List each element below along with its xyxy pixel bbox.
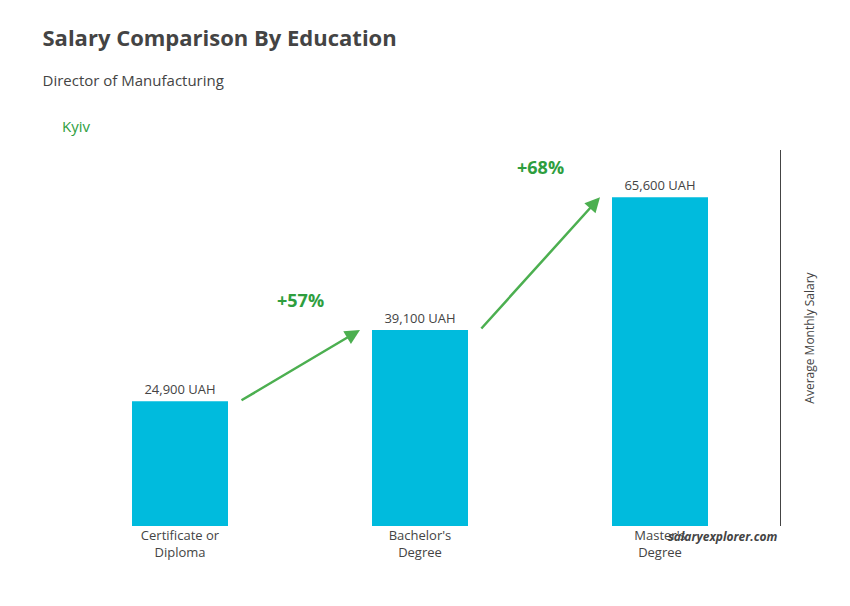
svg-text:+68%: +68% [517, 155, 564, 179]
svg-text:24,900 UAH: 24,900 UAH [144, 380, 215, 398]
svg-text:salaryexplorer.com: salaryexplorer.com [668, 528, 778, 545]
svg-text:Master'sDegree: Master'sDegree [634, 526, 685, 561]
svg-text:Certificate orDiploma: Certificate orDiploma [141, 526, 220, 561]
svg-text:+57%: +57% [277, 288, 324, 312]
svg-text:Kyiv: Kyiv [62, 116, 90, 136]
svg-text:Director of Manufacturing: Director of Manufacturing [43, 70, 224, 90]
svg-text:39,100 UAH: 39,100 UAH [384, 309, 455, 327]
svg-text:Bachelor'sDegree: Bachelor'sDegree [389, 526, 452, 561]
svg-text:Average Monthly Salary: Average Monthly Salary [801, 271, 818, 403]
svg-text:65,600 UAH: 65,600 UAH [624, 176, 695, 194]
svg-text:Salary Comparison By Education: Salary Comparison By Education [43, 22, 397, 52]
